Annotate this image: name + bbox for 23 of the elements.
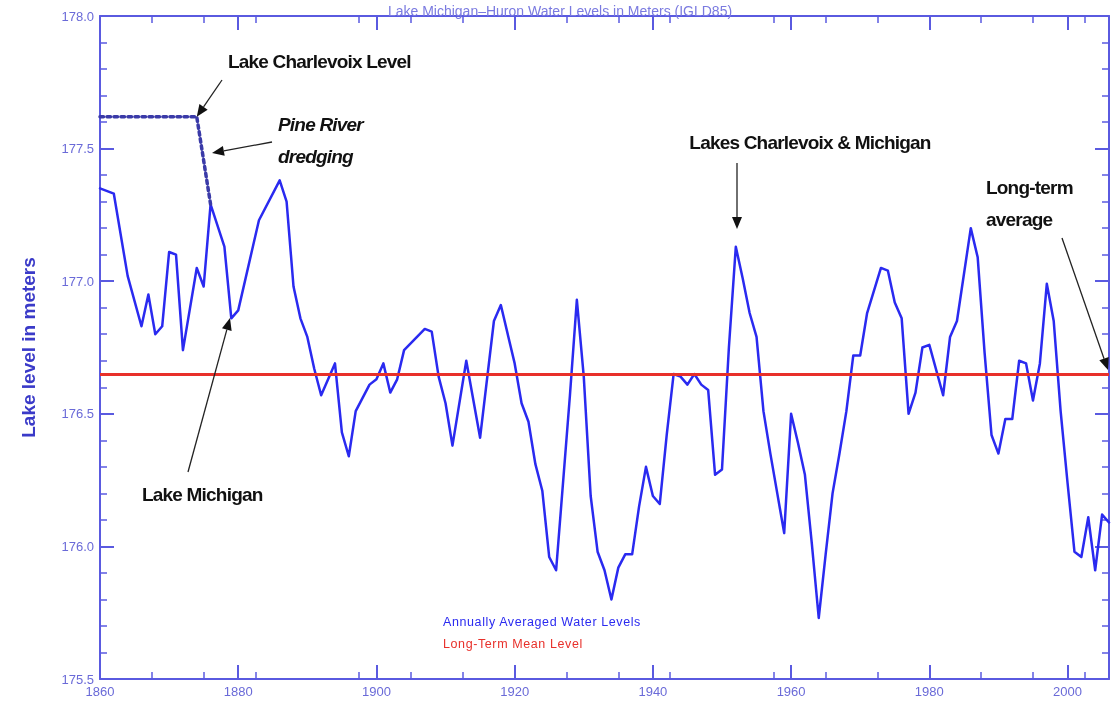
- y-tick-label: 177.5: [61, 141, 94, 157]
- y-tick-label: 176.0: [61, 538, 94, 554]
- annotation: Pine River dredging: [278, 114, 366, 167]
- x-tick-label: 1940: [638, 684, 668, 699]
- chart-title: Lake Michigan–Huron Water Levels in Meters (IGLD85): [387, 3, 733, 19]
- x-tick-label: 1960: [776, 684, 806, 699]
- x-tick-label: 1980: [914, 684, 944, 699]
- y-tick-label: 178.0: [61, 8, 94, 24]
- annotation: Long-term average: [986, 177, 1073, 230]
- x-tick-label: 2000: [1053, 684, 1082, 699]
- annotation: Lake Michigan: [142, 484, 263, 505]
- y-tick-label: 175.5: [61, 671, 94, 687]
- y-axis-title: Lake level in meters: [18, 257, 39, 438]
- y-tick-label: 177.0: [61, 273, 94, 289]
- x-tick-label: 1900: [361, 684, 391, 699]
- x-tick-label: 1880: [223, 684, 253, 699]
- y-tick-label: 176.5: [61, 406, 94, 422]
- ref-line-label: Long-Term Mean Level: [443, 637, 583, 651]
- annotation: Lakes Charlevoix & Michigan: [689, 132, 931, 153]
- annotation: Lake Charlevoix Level: [228, 51, 411, 72]
- x-tick-label: 1860: [85, 684, 115, 699]
- x-tick-label: 1920: [500, 684, 530, 699]
- text: Annually Averaged Water Levels: [443, 615, 641, 629]
